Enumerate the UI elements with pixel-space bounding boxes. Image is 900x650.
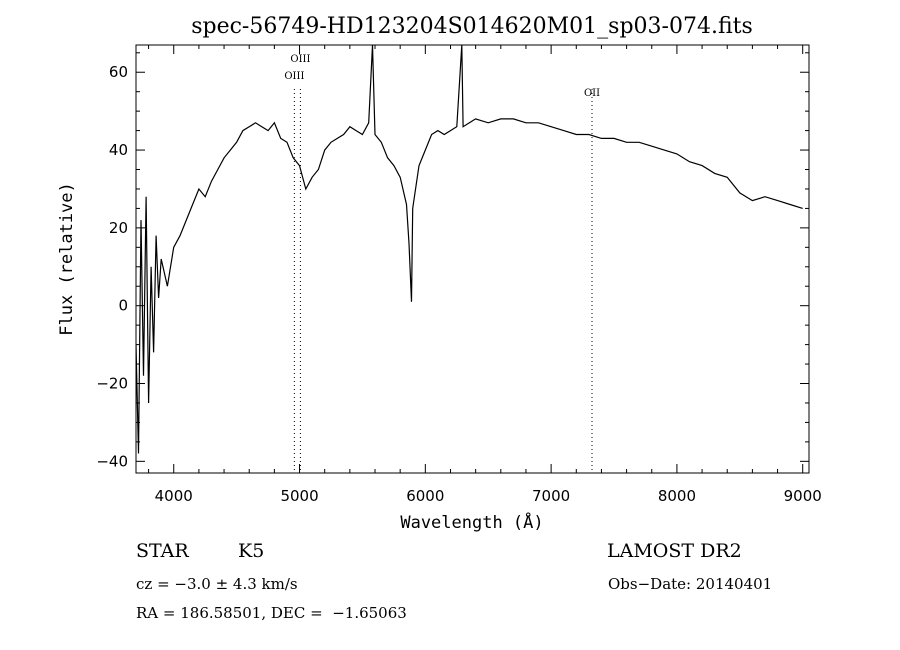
object-class: STAR: [136, 540, 189, 562]
y-axis-label: Flux (relative): [57, 182, 77, 336]
x-tick-label: 7000: [532, 487, 570, 505]
x-axis-label: Wavelength (Å): [400, 511, 543, 533]
y-tick-label: 0: [118, 297, 128, 315]
coordinates: RA = 186.58501, DEC = −1.65063: [136, 604, 407, 622]
y-tick-label: 40: [109, 141, 128, 159]
plot-body: OIII OIII OII: [136, 45, 803, 473]
chart-title: spec-56749-HD123204S014620M01_sp03-074.f…: [191, 14, 753, 39]
survey-release: LAMOST DR2: [607, 540, 742, 562]
line-marker-label: OII: [584, 88, 600, 99]
y-tick-label: 60: [109, 63, 128, 81]
y-tick-label: −40: [96, 452, 128, 470]
line-marker-label: OIII: [284, 71, 304, 82]
line-marker-label: OIII: [290, 54, 310, 65]
axes: 4000 5000 6000 7000 8000 9000 −40 −20 0 20 40 60: [96, 45, 822, 505]
redshift-velocity: cz = −3.0 ± 4.3 km/s: [136, 575, 298, 593]
y-tick-label: −20: [96, 375, 128, 393]
plot-frame: [135, 44, 810, 474]
spectrum-line: [136, 45, 803, 454]
x-tick-label: 4000: [155, 487, 193, 505]
observation-date: Obs−Date: 20140401: [608, 575, 773, 593]
x-tick-label: 6000: [406, 487, 444, 505]
y-tick-label: 20: [109, 219, 128, 237]
object-subclass: K5: [238, 540, 265, 562]
x-tick-label: 9000: [784, 487, 822, 505]
x-tick-label: 8000: [658, 487, 696, 505]
x-tick-label: 5000: [280, 487, 318, 505]
